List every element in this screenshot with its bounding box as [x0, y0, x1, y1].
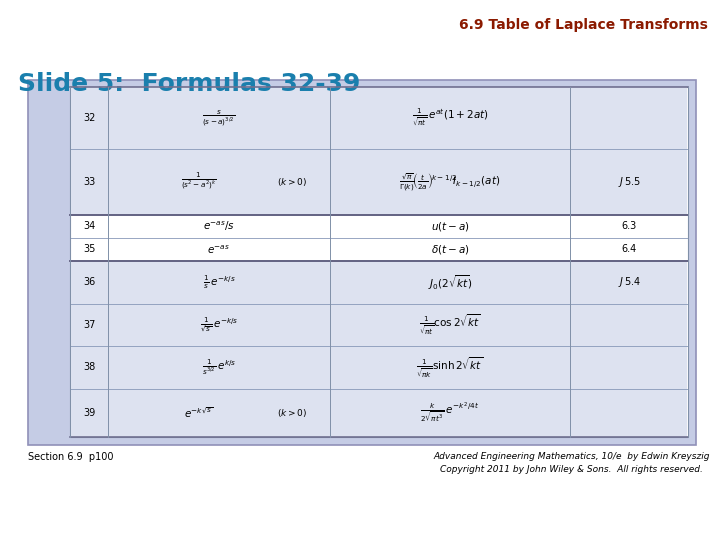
Text: $\frac{k}{2\sqrt{\pi t^3}}\,e^{-k^2/4t}$: $\frac{k}{2\sqrt{\pi t^3}}\,e^{-k^2/4t}$: [420, 401, 480, 425]
Text: $\frac{1}{\sqrt{\pi k}}\sinh 2\sqrt{kt}$: $\frac{1}{\sqrt{\pi k}}\sinh 2\sqrt{kt}$: [416, 355, 484, 380]
Text: 39: 39: [83, 408, 95, 418]
Text: $\frac{1}{\sqrt{\pi t}}\,e^{at}(1+2at)$: $\frac{1}{\sqrt{\pi t}}\,e^{at}(1+2at)$: [412, 107, 488, 129]
Text: 37: 37: [83, 320, 95, 330]
Text: $e^{-as}/s$: $e^{-as}/s$: [203, 220, 235, 233]
Text: $\frac{1}{\sqrt{\pi t}}\cos 2\sqrt{kt}$: $\frac{1}{\sqrt{\pi t}}\cos 2\sqrt{kt}$: [419, 313, 481, 337]
Text: 6.3: 6.3: [621, 221, 636, 231]
Text: $e^{-k\sqrt{s}}$: $e^{-k\sqrt{s}}$: [184, 406, 214, 420]
Bar: [71, 261, 687, 437]
Bar: [71, 87, 687, 214]
Bar: [28, 80, 696, 445]
Text: $(k>0)$: $(k>0)$: [277, 176, 307, 188]
Text: $\frac{1}{s}\,e^{-k/s}$: $\frac{1}{s}\,e^{-k/s}$: [202, 274, 235, 291]
Text: Slide 5:  Formulas 32-39: Slide 5: Formulas 32-39: [18, 72, 361, 96]
Text: $\frac{1}{s^{3/2}}\,e^{k/s}$: $\frac{1}{s^{3/2}}\,e^{k/s}$: [202, 357, 236, 377]
Text: Section 6.9  p100: Section 6.9 p100: [28, 452, 114, 462]
Text: 34: 34: [83, 221, 95, 231]
Text: 6.9 Table of Laplace Transforms: 6.9 Table of Laplace Transforms: [459, 18, 708, 32]
Text: 6.4: 6.4: [621, 245, 636, 254]
Bar: [70, 87, 688, 437]
Text: $J\,5.5$: $J\,5.5$: [618, 175, 640, 189]
Text: $\frac{\sqrt{\pi}}{\Gamma(k)}\!\left(\frac{t}{2a}\right)^{\!k-1/2}\!\!I_{k-1/2}(: $\frac{\sqrt{\pi}}{\Gamma(k)}\!\left(\fr…: [400, 171, 500, 193]
Text: $e^{-as}$: $e^{-as}$: [207, 243, 230, 255]
Text: 35: 35: [83, 245, 95, 254]
Text: $u(t-a)$: $u(t-a)$: [431, 220, 469, 233]
Text: 38: 38: [83, 362, 95, 373]
Text: $(k>0)$: $(k>0)$: [277, 407, 307, 419]
Text: $\frac{1}{(s^2-a^2)^k}$: $\frac{1}{(s^2-a^2)^k}$: [181, 171, 217, 192]
Text: $\delta(t-a)$: $\delta(t-a)$: [431, 243, 469, 256]
Text: 36: 36: [83, 278, 95, 287]
Text: $J_0(2\sqrt{kt})$: $J_0(2\sqrt{kt})$: [428, 273, 472, 292]
Text: 32: 32: [83, 113, 95, 123]
Text: Advanced Engineering Mathematics, 10/e  by Edwin Kreyszig
Copyright 2011 by John: Advanced Engineering Mathematics, 10/e b…: [433, 452, 710, 474]
Text: $\frac{1}{\sqrt{s}}\,e^{-k/s}$: $\frac{1}{\sqrt{s}}\,e^{-k/s}$: [199, 315, 238, 334]
Text: $J\,5.4$: $J\,5.4$: [618, 275, 641, 289]
Text: $\frac{s}{(s-a)^{3/2}}$: $\frac{s}{(s-a)^{3/2}}$: [202, 108, 235, 128]
Text: 33: 33: [83, 177, 95, 187]
